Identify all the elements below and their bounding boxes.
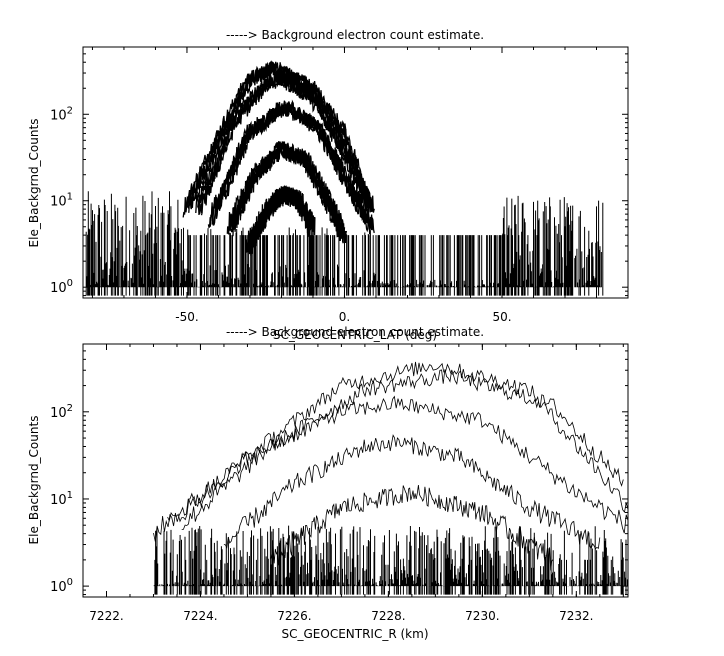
x-tick-label: 7232. xyxy=(559,609,593,623)
series-line-4 xyxy=(251,184,316,254)
x-tick-label: 7228. xyxy=(371,609,405,623)
x-tick-label: 7224. xyxy=(183,609,217,623)
panel-latitude: -----> Background electron count estimat… xyxy=(27,28,629,342)
y-tick-label: 101 xyxy=(50,490,73,508)
series-line-3 xyxy=(223,434,601,551)
y-axis-label: Ele_Backgrnd_Counts xyxy=(27,416,41,545)
y-tick-label: 101 xyxy=(50,192,73,210)
series-line-0 xyxy=(188,62,373,213)
series-line-2 xyxy=(153,395,629,542)
series-group xyxy=(85,60,604,296)
series-line-1 xyxy=(200,72,375,216)
y-axis-label: Ele_Backgrnd_Counts xyxy=(27,119,41,248)
series-group xyxy=(153,361,629,595)
axes-group: 7222. 7224. 7226. 7228. 7230. 7232. 100 101 102 xyxy=(50,343,628,623)
chart-title: -----> Background electron count estimat… xyxy=(226,28,484,42)
x-tick-label: 7226. xyxy=(277,609,311,623)
series-line-2 xyxy=(213,99,375,233)
axes-group: -50. 0. 50. 100 101 102 xyxy=(50,46,629,324)
x-tick-label: 7230. xyxy=(465,609,499,623)
x-axis-label: SC_GEOCENTRIC_LAT (deg) xyxy=(273,328,437,342)
series-line-1 xyxy=(181,369,624,530)
y-tick-label: 100 xyxy=(50,577,73,595)
x-tick-label: 50. xyxy=(492,310,511,324)
series-line-3 xyxy=(232,141,348,244)
y-tick-label: 100 xyxy=(50,278,73,296)
x-tick-label: 7222. xyxy=(89,609,123,623)
background-noise xyxy=(153,525,628,595)
series-line-4 xyxy=(270,485,554,571)
plot-frame xyxy=(82,343,629,598)
x-axis-label: SC_GEOCENTRIC_R (km) xyxy=(282,627,429,641)
x-tick-label: 0. xyxy=(339,310,350,324)
y-tick-label: 102 xyxy=(50,105,73,123)
background-noise xyxy=(85,191,604,296)
y-tick-label: 102 xyxy=(50,403,73,421)
chart-title: -----> Background electron count estimat… xyxy=(226,325,484,339)
panel-radius: -----> Background electron count estimat… xyxy=(27,325,629,641)
series-line-0 xyxy=(167,361,629,523)
x-tick-label: -50. xyxy=(175,310,198,324)
plot-frame xyxy=(82,46,629,299)
